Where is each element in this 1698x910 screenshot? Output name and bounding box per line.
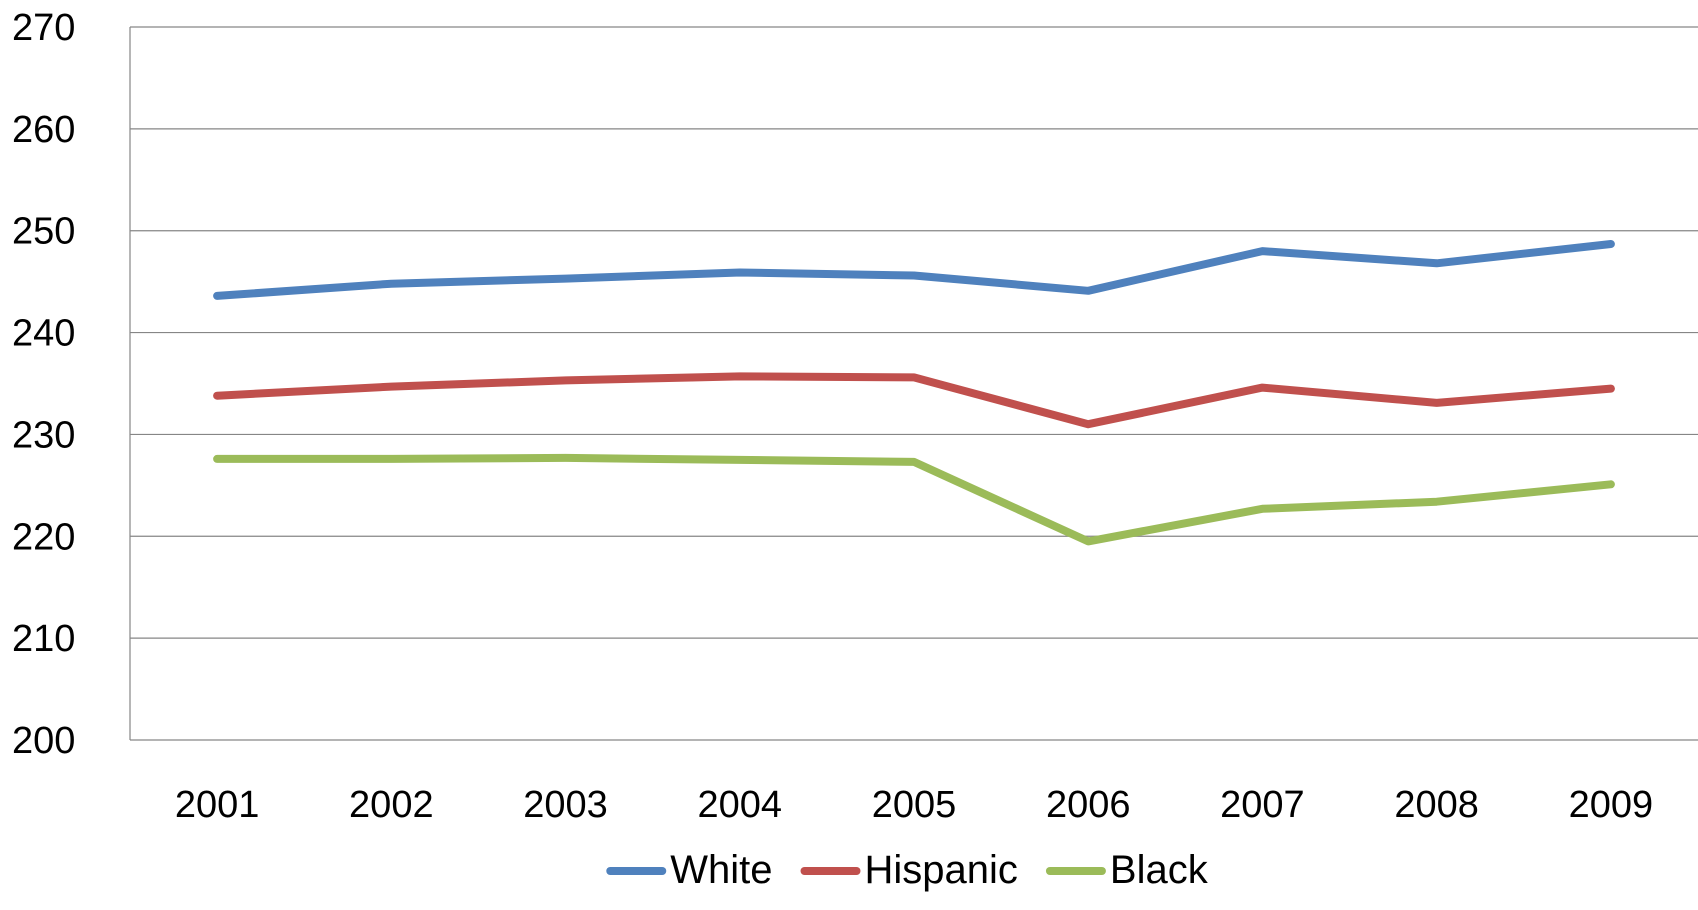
y-axis-tick-labels: 200 210 220 230 240 250 260 270 <box>12 7 75 762</box>
x-tick-label: 2008 <box>1394 784 1479 826</box>
x-axis-tick-labels: 2001 2002 2003 2004 2005 2006 2007 2008 2009 <box>175 784 1653 826</box>
y-tick-label: 270 <box>12 7 75 49</box>
x-tick-label: 2001 <box>175 784 260 826</box>
x-tick-label: 2003 <box>523 784 608 826</box>
x-tick-label: 2005 <box>872 784 957 826</box>
y-tick-label: 240 <box>12 313 75 355</box>
legend-item-white: White <box>606 848 773 892</box>
legend-item-hispanic: Hispanic <box>800 848 1018 892</box>
series-line-black <box>213 453 1615 546</box>
x-tick-label: 2009 <box>1569 784 1654 826</box>
legend: White Hispanic Black <box>606 848 1209 892</box>
series-line-white <box>213 240 1615 300</box>
y-tick-label: 200 <box>12 720 75 762</box>
y-tick-label: 260 <box>12 109 75 151</box>
legend-label: Black <box>1110 848 1209 892</box>
x-tick-label: 2006 <box>1046 784 1131 826</box>
x-tick-label: 2007 <box>1220 784 1305 826</box>
y-tick-label: 220 <box>12 516 75 558</box>
series-lines <box>213 240 1615 546</box>
legend-label: White <box>670 848 772 892</box>
series-line-hispanic <box>213 372 1615 429</box>
legend-label: Hispanic <box>865 848 1018 892</box>
x-tick-label: 2004 <box>698 784 783 826</box>
gridlines <box>130 26 1698 741</box>
y-tick-label: 230 <box>12 414 75 456</box>
y-tick-label: 210 <box>12 618 75 660</box>
y-tick-label: 250 <box>12 211 75 253</box>
x-tick-label: 2002 <box>349 784 434 826</box>
legend-item-black: Black <box>1045 848 1209 892</box>
